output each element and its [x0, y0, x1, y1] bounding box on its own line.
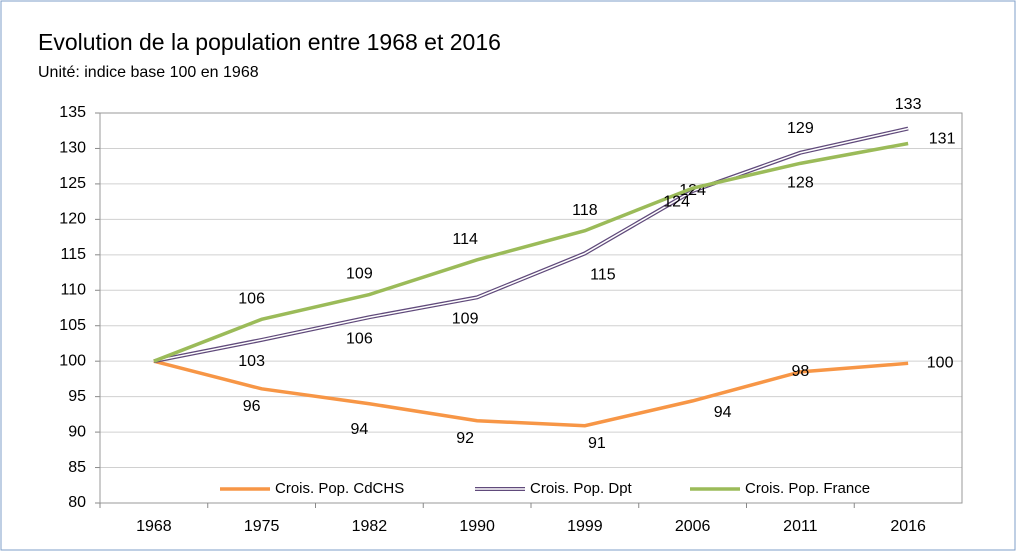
data-label: 129 [787, 120, 814, 137]
y-tick-label: 80 [68, 494, 86, 511]
y-tick-label: 85 [68, 459, 86, 476]
x-tick-label: 1982 [352, 518, 388, 535]
chart-subtitle: Unité: indice base 100 en 1968 [38, 64, 259, 81]
y-tick-label: 125 [59, 175, 86, 192]
data-label: 115 [590, 267, 616, 284]
data-label: 103 [238, 353, 265, 370]
data-label: 96 [243, 398, 261, 415]
data-label: 91 [588, 435, 606, 452]
legend-label: Crois. Pop. CdCHS [275, 480, 404, 497]
data-label: 98 [791, 363, 809, 380]
x-tick-label: 1968 [136, 518, 172, 535]
x-tick-label: 1990 [459, 518, 495, 535]
data-label: 100 [927, 355, 954, 372]
data-label: 94 [350, 421, 368, 438]
x-tick-label: 2011 [783, 518, 818, 535]
y-tick-label: 135 [59, 104, 86, 121]
legend-label: Crois. Pop. France [745, 480, 870, 497]
y-tick-label: 100 [59, 352, 86, 369]
series-line-inner [153, 127, 909, 362]
x-tick-label: 2016 [890, 518, 926, 535]
data-label: 109 [346, 266, 373, 283]
y-tick-label: 115 [60, 246, 86, 263]
legend-label: Crois. Pop. Dpt [530, 480, 633, 497]
y-tick-label: 120 [59, 211, 86, 228]
x-tick-label: 2006 [675, 518, 711, 535]
chart-title: Evolution de la population entre 1968 et… [38, 29, 501, 55]
y-tick-label: 95 [68, 388, 86, 405]
data-label: 133 [895, 96, 922, 113]
data-label: 106 [238, 291, 265, 308]
data-label: 106 [346, 330, 373, 347]
data-label: 92 [456, 430, 474, 447]
data-label: 109 [452, 311, 479, 328]
data-label: 128 [787, 175, 814, 192]
data-label: 131 [929, 131, 956, 148]
data-label: 118 [572, 202, 598, 219]
data-label: 124 [663, 193, 690, 210]
y-tick-label: 90 [68, 423, 86, 440]
data-label: 114 [452, 231, 478, 248]
series-line [153, 359, 909, 428]
y-tick-label: 130 [59, 140, 86, 157]
y-tick-label: 110 [60, 281, 86, 298]
x-tick-label: 1975 [244, 518, 280, 535]
x-tick-label: 1999 [567, 518, 603, 535]
y-tick-label: 105 [59, 317, 86, 334]
series-line [153, 141, 909, 363]
data-label: 94 [714, 404, 732, 421]
